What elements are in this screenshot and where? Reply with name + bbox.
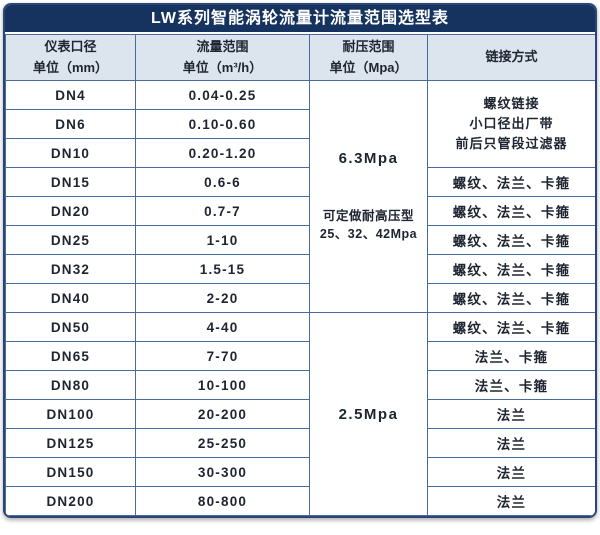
dn-cell: DN150 <box>5 457 136 487</box>
dn-cell: DN32 <box>5 254 136 284</box>
pressure-cell-63: 6.3Mpa 可定做耐高压型 25、32、42Mpa <box>309 80 428 313</box>
range-cell: 25-250 <box>135 428 310 458</box>
small-bore-note: 螺纹链接 小口径出厂带 前后只管段过滤器 <box>430 94 593 154</box>
pressure-cell-25: 2.5Mpa <box>309 312 428 516</box>
table-row: DN50 4-40 2.5Mpa 螺纹、法兰、卡箍 <box>5 312 595 516</box>
table-row: DN6 0.10-0.60 <box>5 109 596 139</box>
link-cell: 法兰 <box>427 399 595 429</box>
link-cell: 螺纹、法兰、卡箍 <box>427 312 595 342</box>
header-line: 单位（Mpa） <box>329 59 408 75</box>
pressure-note-line: 可定做耐高压型 <box>322 208 414 223</box>
link-cell: 法兰、卡箍 <box>427 370 595 400</box>
table-row: DN65 7-70 法兰、卡箍 <box>5 341 595 371</box>
header-flow-range: 流量范围 单位（m³/h） <box>135 34 310 81</box>
table-row: DN80 10-100 法兰、卡箍 <box>5 370 595 400</box>
pressure-note: 可定做耐高压型 25、32、42Mpa <box>320 207 417 243</box>
table-row: DN32 1.5-15 螺纹、法兰、卡箍 <box>5 254 595 284</box>
range-cell: 0.6-6 <box>135 167 310 197</box>
table-row: DN15 0.6-6 螺纹、法兰、卡箍 <box>5 167 595 197</box>
dn-cell: DN20 <box>5 196 136 226</box>
range-cell: 80-800 <box>135 486 310 516</box>
table-row: DN25 1-10 螺纹、法兰、卡箍 <box>5 225 595 255</box>
note-line: 前后只管段过滤器 <box>455 136 568 152</box>
dn-cell: DN15 <box>5 167 136 197</box>
dn-cell: DN4 <box>5 80 136 110</box>
header-pressure-range: 耐压范围 单位（Mpa） <box>309 34 428 81</box>
dn-cell: DN100 <box>5 399 136 429</box>
range-cell: 20-200 <box>135 399 310 429</box>
link-cell: 螺纹、法兰、卡箍 <box>427 167 595 197</box>
link-cell: 法兰、卡箍 <box>427 341 595 371</box>
table-row: DN125 25-250 法兰 <box>5 428 595 458</box>
pressure-value: 6.3Mpa <box>338 149 399 167</box>
range-cell: 1-10 <box>135 225 310 255</box>
header-connection-type: 链接方式 <box>427 34 595 81</box>
dn-cell: DN40 <box>5 283 136 313</box>
range-cell: 1.5-15 <box>135 254 310 284</box>
note-line: 小口径出厂带 <box>469 115 554 131</box>
header-line: 单位（mm） <box>32 59 109 75</box>
dn-cell: DN65 <box>5 341 136 371</box>
range-cell: 0.04-0.25 <box>135 80 310 110</box>
note-line: 螺纹链接 <box>483 95 540 111</box>
link-cell: 法兰 <box>427 486 595 516</box>
link-cell: 螺纹、法兰、卡箍 <box>427 196 595 226</box>
dn-cell: DN6 <box>5 109 136 139</box>
selection-table: 仪表口径 单位（mm） 流量范围 单位（m³/h） 耐压范围 单位（Mpa） 链… <box>5 34 596 516</box>
header-row: 仪表口径 单位（mm） 流量范围 单位（m³/h） 耐压范围 单位（Mpa） 链… <box>5 34 595 81</box>
dn-cell: DN200 <box>5 486 136 516</box>
range-cell: 30-300 <box>135 457 310 487</box>
dn-cell: DN10 <box>5 138 136 168</box>
range-cell: 0.20-1.20 <box>135 138 310 168</box>
link-cell-small-bore: 螺纹链接 小口径出厂带 前后只管段过滤器 <box>427 80 595 168</box>
link-cell: 螺纹、法兰、卡箍 <box>427 225 595 255</box>
pressure-stack: 6.3Mpa 可定做耐高压型 25、32、42Mpa <box>312 150 425 243</box>
table-row: DN10 0.20-1.20 <box>5 138 596 168</box>
flow-meter-selection-card: LW系列智能涡轮流量计流量范围选型表 仪表口径 单位（mm） 流量范围 单位（m… <box>3 3 597 518</box>
header-line: 仪表口径 <box>44 39 97 55</box>
table-title: LW系列智能涡轮流量计流量范围选型表 <box>5 5 595 34</box>
range-cell: 0.10-0.60 <box>135 109 310 139</box>
table-row: DN200 80-800 法兰 <box>5 486 595 516</box>
table-row: DN100 20-200 法兰 <box>5 399 595 429</box>
header-line: 单位（m³/h） <box>182 59 263 75</box>
header-diameter: 仪表口径 单位（mm） <box>5 34 136 81</box>
link-cell: 螺纹、法兰、卡箍 <box>427 283 595 313</box>
table-row: DN150 30-300 法兰 <box>5 457 595 487</box>
link-cell: 法兰 <box>427 428 595 458</box>
dn-cell: DN50 <box>5 312 136 342</box>
range-cell: 2-20 <box>135 283 310 313</box>
pressure-note-line: 25、32、42Mpa <box>319 227 418 241</box>
header-line: 耐压范围 <box>342 39 395 55</box>
link-cell: 法兰 <box>427 457 595 487</box>
table-row: DN40 2-20 螺纹、法兰、卡箍 <box>5 283 595 313</box>
range-cell: 0.7-7 <box>135 196 310 226</box>
header-line: 链接方式 <box>485 49 538 65</box>
pressure-value: 2.5Mpa <box>338 405 399 423</box>
table-row: DN4 0.04-0.25 6.3Mpa 可定做耐高压型 25、32、42Mpa <box>5 80 595 313</box>
dn-cell: DN80 <box>5 370 136 400</box>
range-cell: 10-100 <box>135 370 310 400</box>
dn-cell: DN125 <box>5 428 136 458</box>
link-cell: 螺纹、法兰、卡箍 <box>427 254 595 284</box>
header-line: 流量范围 <box>196 39 249 55</box>
table-row: DN20 0.7-7 螺纹、法兰、卡箍 <box>5 196 595 226</box>
range-cell: 7-70 <box>135 341 310 371</box>
range-cell: 4-40 <box>135 312 310 342</box>
dn-cell: DN25 <box>5 225 136 255</box>
